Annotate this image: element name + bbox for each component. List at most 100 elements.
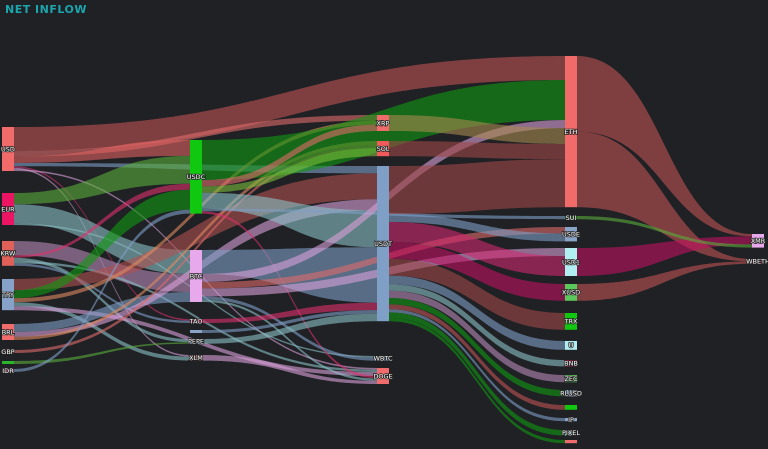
link-usdt-bnb[interactable] [389,284,565,367]
link-usdt-usd1[interactable] [389,222,565,276]
node-bar[interactable] [565,430,577,436]
link-usd-eth[interactable] [14,56,565,151]
node-bar[interactable] [565,216,577,220]
link-g0-pepe[interactable] [14,342,190,364]
link-gbp-sol[interactable] [14,145,377,353]
link-krw-doge[interactable] [14,261,377,372]
node-doge[interactable]: DOGE [373,368,393,384]
node-bar[interactable] [565,360,577,367]
node-gbp[interactable]: GBP [0,347,15,357]
node-krw[interactable]: KRW [0,241,17,266]
node-zec[interactable]: ZEC [564,374,579,384]
link-usdt-zec[interactable] [389,290,565,383]
node-pixel[interactable]: PIXEL [561,428,581,438]
node-bar[interactable] [190,140,202,214]
link-xusd-wbeth[interactable] [577,261,752,301]
link-usdc-doge[interactable] [202,211,377,379]
node-bar[interactable] [377,368,389,384]
node-bar[interactable] [2,350,14,353]
node-u[interactable]: U [565,341,577,351]
node-bar[interactable] [565,418,577,422]
link-usdt-pixel[interactable] [389,312,565,436]
node-bar[interactable] [190,355,202,361]
node-try[interactable]: TRY [0,279,15,311]
link-usd-xrp[interactable] [14,115,377,157]
node-usdt[interactable]: USDT [373,166,393,322]
node-bar[interactable] [565,375,577,383]
link-usdc-sol[interactable] [202,148,377,193]
node-bar[interactable] [190,250,202,302]
node-xmr[interactable]: XMR [750,234,767,248]
node-bar[interactable] [565,405,577,410]
link-btc-usdt[interactable] [202,247,377,303]
node-bar[interactable] [190,319,202,323]
node-bar[interactable] [565,248,577,276]
node-tao[interactable]: TAO [188,316,204,326]
link-try-usdc[interactable] [14,189,190,299]
node-bar[interactable] [752,259,764,264]
node-bar[interactable] [2,369,14,372]
node-bar[interactable] [2,279,14,311]
node-r3[interactable] [565,440,577,444]
link-sol-eth[interactable] [389,141,565,160]
node-usd1[interactable]: USD1 [561,248,581,276]
node-btc[interactable]: BTC [189,250,204,302]
node-bar[interactable] [377,356,389,361]
link-b1-usdt[interactable] [202,310,377,333]
node-bar[interactable] [2,193,14,225]
link-usdt-xusd[interactable] [389,242,565,301]
link-usdt-trx[interactable] [389,258,565,330]
node-idr[interactable]: IDR [1,366,15,376]
node-bar[interactable] [190,339,202,344]
node-bar[interactable] [377,166,389,322]
node-ip[interactable]: IP [565,415,577,425]
link-krw-btc[interactable] [14,241,190,292]
node-trx[interactable]: TRX [563,313,579,330]
node-eur[interactable]: EUR [1,193,16,225]
node-bar[interactable] [2,241,14,266]
link-usdt-usde[interactable] [389,214,565,242]
node-g0[interactable] [2,361,14,364]
link-usdt-eth[interactable] [389,159,565,214]
link-krw-usdc[interactable] [14,183,190,258]
link-usd1-xmr[interactable] [577,236,752,276]
node-bar[interactable] [565,313,577,330]
link-usdc-usdt[interactable] [202,192,377,248]
link-xrp-eth[interactable] [389,115,565,144]
link-krw-pepe[interactable] [14,257,190,343]
link-tao-usdt[interactable] [202,302,377,323]
node-xusd[interactable]: XUSD [561,284,581,301]
link-usd-usdc[interactable] [14,140,190,163]
node-bar[interactable] [2,324,14,340]
node-bar[interactable] [565,440,577,444]
link-usdt-u[interactable] [389,275,565,350]
link-eth-wbeth[interactable] [577,131,752,262]
node-bnb[interactable]: BNB [563,359,578,369]
node-bar[interactable] [565,227,577,242]
node-sui[interactable]: SUI [565,213,577,223]
node-bar[interactable] [2,361,14,364]
node-bar[interactable] [565,56,577,208]
node-xlm[interactable]: XLM [188,353,203,363]
node-bar[interactable] [377,141,389,157]
link-usdt-ip[interactable] [389,309,565,422]
node-usde[interactable]: USDE [561,227,581,242]
link-btc-doge[interactable] [202,299,377,381]
node-bar[interactable] [565,284,577,301]
link-eth-xmr[interactable] [577,56,752,237]
node-eth[interactable]: ETH [564,56,578,208]
link-pepe-usdt[interactable] [202,313,377,344]
node-rlusd[interactable]: RLUSD [559,389,582,399]
link-brl-sol[interactable] [14,141,377,340]
node-bar[interactable] [2,127,14,171]
link-usdt-r3[interactable] [389,318,565,444]
node-bar[interactable] [565,390,577,397]
node-bar[interactable] [752,234,764,248]
node-usd[interactable]: USD [0,127,16,171]
node-sol[interactable]: SOL [376,141,391,157]
link-krw-tao[interactable] [14,263,190,323]
node-bar[interactable] [190,330,202,333]
node-brl[interactable]: BRL [1,324,15,340]
link-eur-usdc[interactable] [14,155,190,205]
link-usdt-g3[interactable] [389,304,565,410]
